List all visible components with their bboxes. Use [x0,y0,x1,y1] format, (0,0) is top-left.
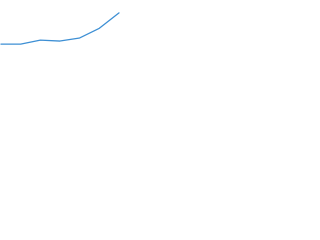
chart [0,12,120,45]
page: {"chart_data": {"type": "line", "categor… [0,0,120,45]
data-line [0,12,120,45]
